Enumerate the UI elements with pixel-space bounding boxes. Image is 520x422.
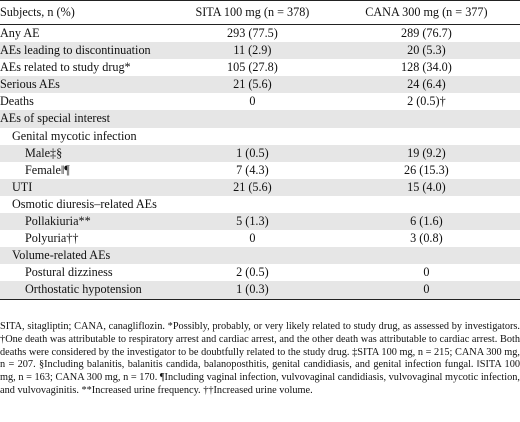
row-label: Serious AEs (0, 76, 173, 94)
sita-value: 293 (77.5) (227, 26, 278, 40)
sita-value (172, 196, 333, 213)
sita-value: 1 (0.3) (172, 281, 333, 300)
cana-value: 3 (0.8) (410, 231, 443, 246)
cana-value (332, 247, 520, 265)
sita-value: 7 (4.3) (236, 162, 269, 177)
sita-value: 0 (249, 94, 256, 109)
table-row: Polyuria†† 0 3 (0.8) (0, 230, 520, 247)
cana-value: 20 (5.3) (332, 42, 520, 60)
sita-value: 1 (0.5) (172, 144, 333, 162)
table-footnote: SITA, sitagliptin; CANA, canagliflozin. … (0, 321, 520, 396)
header-row: Subjects, n (%) SITA 100 mg (n = 378) CA… (0, 0, 520, 25)
table-row: Postural dizziness 2 (0.5) 0 (0, 264, 520, 281)
table-row: Osmotic diuresis–related AEs (0, 196, 520, 213)
row-label: UTI (0, 178, 173, 196)
sita-value (172, 128, 333, 145)
cana-value: 24 (6.4) (332, 76, 520, 94)
table-row: AEs related to study drug* 105 (27.8) 128 … (0, 59, 520, 76)
cana-value: 6 (1.6) (332, 213, 520, 231)
cana-value: 15 (4.0) (332, 178, 520, 196)
row-label: Polyuria†† (25, 231, 79, 246)
cana-value: 19 (9.2) (332, 144, 520, 162)
table-body: Any AE 293 (77.5) 289 (76.7) AEs leading to… (0, 25, 520, 300)
row-label: Female‖¶ (25, 162, 70, 177)
cana-value (333, 196, 520, 213)
sita-value (172, 110, 333, 128)
sita-value: 21 (5.6) (172, 178, 333, 196)
sita-value: 0 (249, 231, 256, 246)
sita-value (172, 247, 333, 265)
adverse-events-table: Subjects, n (%) SITA 100 mg (n = 378) CA… (0, 0, 520, 300)
row-label: Osmotic diuresis–related AEs (12, 196, 157, 211)
table-row: UTI 21 (5.6) 15 (4.0) (0, 178, 520, 196)
row-label: Deaths (0, 94, 34, 109)
row-label: Genital mycotic infection (12, 128, 137, 143)
cana-value: 2 (0.5)† (407, 94, 446, 109)
row-label: AEs related to study drug* (0, 60, 131, 75)
row-label: AEs leading to discontinuation (0, 42, 173, 60)
sita-value: 105 (27.8) (227, 60, 278, 75)
cana-value (333, 128, 520, 145)
table-row: AEs of special interest (0, 110, 520, 128)
table-row: Serious AEs 21 (5.6) 24 (6.4) (0, 76, 520, 94)
table-row: AEs leading to discontinuation 11 (2.9) 20… (0, 42, 520, 60)
table-row: Male‡§ 1 (0.5) 19 (9.2) (0, 144, 520, 162)
cana-value: 289 (76.7) (401, 26, 452, 40)
header-cana: CANA 300 mg (n = 377) (332, 0, 520, 25)
sita-value: 11 (2.9) (172, 42, 333, 60)
cana-value: 26 (15.3) (404, 162, 449, 177)
row-label: Pollakiuria** (0, 213, 173, 231)
table-row: Volume-related AEs (0, 247, 520, 265)
row-label: Any AE (0, 26, 40, 40)
sita-value: 21 (5.6) (172, 76, 333, 94)
table-row: Female‖¶ 7 (4.3) 26 (15.3) (0, 162, 520, 179)
cana-value (332, 110, 520, 128)
cana-value: 0 (332, 281, 520, 300)
table-row: Deaths 0 2 (0.5)† (0, 93, 520, 110)
table-row: Genital mycotic infection (0, 128, 520, 145)
cana-value: 128 (34.0) (401, 60, 452, 75)
table-row: Any AE 293 (77.5) 289 (76.7) (0, 25, 520, 43)
row-label: Volume-related AEs (0, 247, 173, 265)
row-label: Postural dizziness (25, 265, 113, 280)
table-row: Orthostatic hypotension 1 (0.3) 0 (0, 281, 520, 300)
sita-value: 2 (0.5) (236, 265, 269, 280)
header-sita: SITA 100 mg (n = 378) (172, 0, 333, 25)
sita-value: 5 (1.3) (172, 213, 333, 231)
row-label: Orthostatic hypotension (0, 281, 173, 300)
row-label: Male‡§ (0, 144, 173, 162)
table-row: Pollakiuria** 5 (1.3) 6 (1.6) (0, 213, 520, 231)
cana-value: 0 (423, 265, 430, 280)
row-label: AEs of special interest (0, 110, 173, 128)
header-subjects: Subjects, n (%) (0, 0, 173, 25)
